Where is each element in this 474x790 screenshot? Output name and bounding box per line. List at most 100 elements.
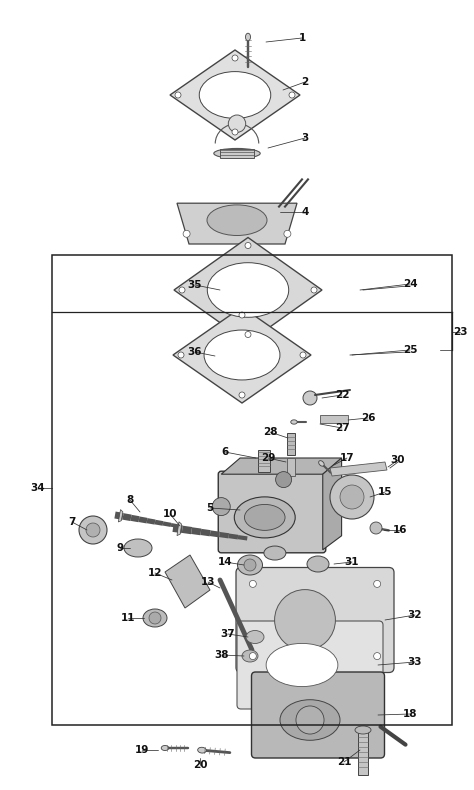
Circle shape [374, 581, 381, 588]
Text: 12: 12 [148, 568, 162, 578]
Text: 33: 33 [408, 657, 422, 667]
Text: 7: 7 [68, 517, 76, 527]
Ellipse shape [161, 746, 169, 750]
Ellipse shape [207, 205, 267, 235]
Circle shape [249, 653, 256, 660]
Ellipse shape [355, 726, 371, 734]
Ellipse shape [264, 546, 286, 560]
Circle shape [239, 312, 245, 318]
Circle shape [370, 522, 382, 534]
Bar [287, 458, 295, 476]
Text: 35: 35 [188, 280, 202, 290]
Text: 22: 22 [335, 390, 349, 400]
Text: 5: 5 [206, 503, 214, 513]
Text: 38: 38 [215, 650, 229, 660]
Circle shape [249, 581, 256, 588]
Ellipse shape [280, 700, 340, 740]
Circle shape [179, 287, 185, 293]
FancyBboxPatch shape [252, 672, 384, 758]
Text: 20: 20 [193, 760, 207, 770]
Polygon shape [177, 521, 182, 536]
FancyBboxPatch shape [237, 621, 383, 709]
Bar [258, 450, 270, 472]
Circle shape [178, 352, 184, 358]
Circle shape [274, 589, 336, 650]
Polygon shape [330, 462, 387, 476]
Text: 31: 31 [345, 557, 359, 567]
Ellipse shape [291, 419, 297, 424]
Ellipse shape [319, 461, 324, 466]
Polygon shape [174, 238, 322, 343]
Text: 26: 26 [361, 413, 375, 423]
Text: 17: 17 [340, 453, 354, 463]
Circle shape [232, 55, 238, 61]
Circle shape [183, 231, 190, 237]
Text: 32: 32 [408, 610, 422, 620]
Ellipse shape [242, 650, 258, 662]
Circle shape [239, 392, 245, 398]
Bar [358, 730, 368, 775]
Ellipse shape [207, 263, 289, 318]
Polygon shape [118, 510, 123, 522]
Text: 14: 14 [218, 557, 232, 567]
Ellipse shape [234, 497, 295, 538]
Ellipse shape [307, 556, 329, 572]
Circle shape [374, 653, 381, 660]
Ellipse shape [199, 72, 271, 118]
Circle shape [245, 332, 251, 337]
Ellipse shape [214, 149, 260, 158]
Ellipse shape [373, 526, 381, 531]
Text: 8: 8 [127, 495, 134, 505]
Circle shape [289, 92, 295, 98]
Text: 3: 3 [301, 133, 309, 143]
Circle shape [245, 243, 251, 249]
Ellipse shape [246, 33, 251, 41]
Text: 4: 4 [301, 207, 309, 217]
Text: 21: 21 [337, 757, 351, 767]
Circle shape [149, 612, 161, 624]
Circle shape [296, 706, 324, 734]
Text: 19: 19 [135, 745, 149, 755]
Bar [287, 433, 295, 455]
Ellipse shape [124, 539, 152, 557]
Text: 9: 9 [117, 543, 124, 553]
Ellipse shape [266, 643, 338, 687]
Ellipse shape [143, 609, 167, 627]
Text: 15: 15 [378, 487, 392, 497]
Text: 36: 36 [188, 347, 202, 357]
Text: 27: 27 [335, 423, 349, 433]
Ellipse shape [237, 555, 263, 575]
Circle shape [340, 485, 364, 509]
Text: 18: 18 [403, 709, 417, 719]
Text: 13: 13 [201, 577, 215, 587]
Bar [219, 149, 255, 158]
Ellipse shape [246, 630, 264, 644]
FancyBboxPatch shape [236, 567, 394, 672]
Ellipse shape [245, 505, 285, 530]
Circle shape [244, 559, 256, 571]
Bar [320, 415, 348, 423]
Text: 1: 1 [298, 33, 306, 43]
Text: 34: 34 [31, 483, 46, 493]
Polygon shape [177, 203, 297, 244]
Text: 30: 30 [391, 455, 405, 465]
Circle shape [232, 129, 238, 135]
Ellipse shape [204, 330, 280, 380]
Circle shape [300, 352, 306, 358]
FancyBboxPatch shape [218, 471, 326, 553]
Text: 16: 16 [393, 525, 407, 535]
Circle shape [175, 92, 181, 98]
Text: 2: 2 [301, 77, 309, 87]
Text: 28: 28 [263, 427, 277, 437]
Text: 29: 29 [261, 453, 275, 463]
Text: 10: 10 [163, 509, 177, 519]
Text: 11: 11 [121, 613, 135, 623]
Circle shape [212, 498, 230, 516]
Polygon shape [323, 458, 342, 550]
Ellipse shape [198, 747, 206, 753]
Circle shape [311, 287, 317, 293]
Polygon shape [173, 307, 311, 403]
Polygon shape [170, 50, 300, 140]
Polygon shape [221, 458, 342, 474]
Circle shape [86, 523, 100, 537]
